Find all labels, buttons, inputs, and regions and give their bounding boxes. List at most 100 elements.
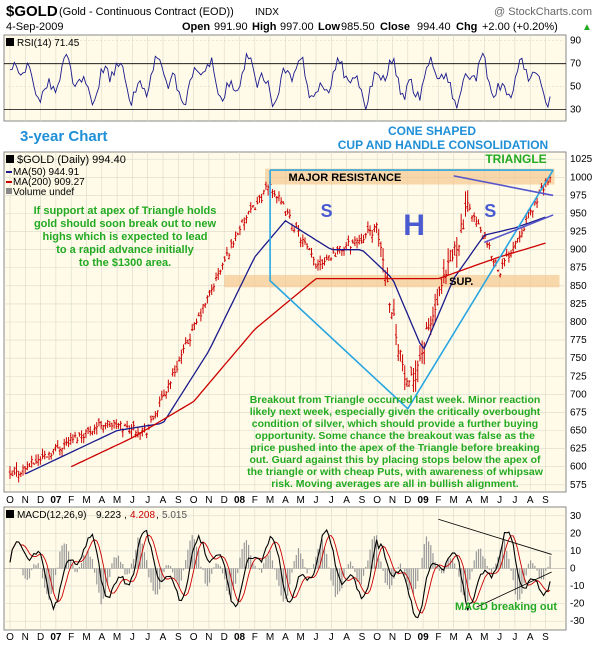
price-bar (60, 447, 64, 456)
x-tick-label: J (329, 632, 334, 643)
x-tick-label: N (205, 632, 212, 643)
price-bar (26, 461, 29, 471)
macd-label: MACD(12,26,9) (17, 510, 86, 521)
price-bar (82, 433, 85, 444)
price-bar (184, 337, 187, 345)
price-bar (470, 215, 474, 222)
price-bar (173, 365, 177, 377)
price-bar (199, 308, 203, 322)
x-tick-label: 09 (418, 632, 430, 643)
price-bar (373, 224, 376, 233)
bottom-note-line: price pushed into the apex of the Triang… (250, 442, 539, 454)
cone-outline (269, 169, 554, 411)
macd-tick-label: -10 (570, 581, 585, 592)
price-bar (167, 379, 170, 393)
price-bar (78, 432, 81, 437)
price-bar (112, 420, 116, 429)
x-tick-label: N (389, 495, 396, 506)
price-bar (466, 190, 469, 212)
price-bar (182, 344, 185, 354)
price-bar (128, 425, 131, 434)
price-bar (312, 256, 315, 266)
price-bar (84, 429, 88, 439)
price-bar (308, 247, 311, 251)
three-year-label: 3-year Chart (20, 128, 108, 145)
macd-trendline-upper (438, 518, 552, 555)
price-bar (314, 263, 318, 269)
x-tick-label: S (175, 632, 182, 643)
x-tick-label: M (82, 632, 90, 643)
x-tick-label: S (542, 632, 549, 643)
price-bar (377, 228, 380, 247)
price-bar (277, 191, 281, 202)
macd-value-2: 4.208 (130, 510, 155, 521)
watermark: @ StockCharts.com (494, 6, 592, 18)
x-tick-label: M (266, 495, 274, 506)
price-bar (175, 360, 179, 373)
price-bar (15, 462, 18, 477)
x-tick-label: D (221, 632, 228, 643)
x-tick-label: D (221, 495, 228, 506)
price-bar (440, 278, 443, 294)
price-bar (249, 202, 252, 213)
price-tick-label: 1025 (570, 154, 593, 165)
price-bar (364, 232, 367, 239)
ma200-line (70, 242, 546, 468)
price-bar (342, 246, 346, 256)
s-right-label: S (484, 201, 496, 221)
price-tick-label: 625 (570, 444, 587, 455)
price-tick-label: 575 (570, 480, 587, 491)
x-tick-label: A (160, 495, 167, 506)
cone-label-line2: CUP AND HANDLE CONSOLIDATION (338, 138, 548, 152)
price-bar (221, 262, 224, 270)
price-bar (286, 208, 289, 215)
macd-trendline-lower (476, 571, 552, 608)
price-bar (279, 197, 283, 205)
macd-tick-label: -30 (570, 616, 585, 627)
price-bar (13, 466, 16, 475)
price-bar (479, 226, 482, 233)
x-tick-label: D (37, 495, 44, 506)
open-label: Open (182, 21, 210, 33)
x-tick-label: F (68, 495, 74, 506)
low-label: Low (318, 21, 340, 33)
price-bar (234, 231, 237, 242)
x-tick-label: O (373, 495, 381, 506)
price-tick-label: 650 (570, 426, 587, 437)
price-bar (154, 411, 157, 419)
price-bar (282, 201, 285, 205)
price-bar (28, 463, 31, 468)
x-tick-label: A (282, 632, 289, 643)
macd-sep-1: , (124, 510, 127, 521)
price-bar (115, 419, 118, 429)
price-bar (214, 272, 218, 282)
x-tick-label: S (359, 495, 366, 506)
price-bar (390, 312, 393, 320)
price-bar (329, 257, 333, 261)
price-bar (288, 209, 292, 219)
price-bar (318, 255, 322, 271)
bottom-note: Breakout from Triangle occurred last wee… (247, 394, 544, 490)
price-tick-label: 950 (570, 208, 587, 219)
price-bar (171, 368, 174, 377)
bottom-note-line: opportunity. Some chance the breakout wa… (255, 430, 535, 442)
price-bar (99, 420, 103, 430)
price-bar (273, 190, 276, 197)
x-tick-label: A (343, 495, 350, 506)
major-resistance-label: MAJOR RESISTANCE (288, 172, 401, 184)
price-bar (496, 269, 500, 273)
price-tick-label: 1000 (570, 172, 593, 183)
price-bar (21, 464, 25, 476)
price-bar (284, 211, 287, 216)
price-bar (362, 234, 365, 244)
price-bar (188, 333, 192, 347)
rsi-line (9, 52, 551, 110)
support-zone (224, 274, 560, 288)
price-bar (236, 232, 239, 236)
price-bar (19, 471, 23, 478)
price-bar (347, 235, 350, 247)
price-bar (535, 197, 539, 209)
macd-value-1: 9.223 (96, 510, 121, 521)
macd-note: MACD breaking out (455, 601, 557, 613)
price-bar (303, 237, 307, 245)
